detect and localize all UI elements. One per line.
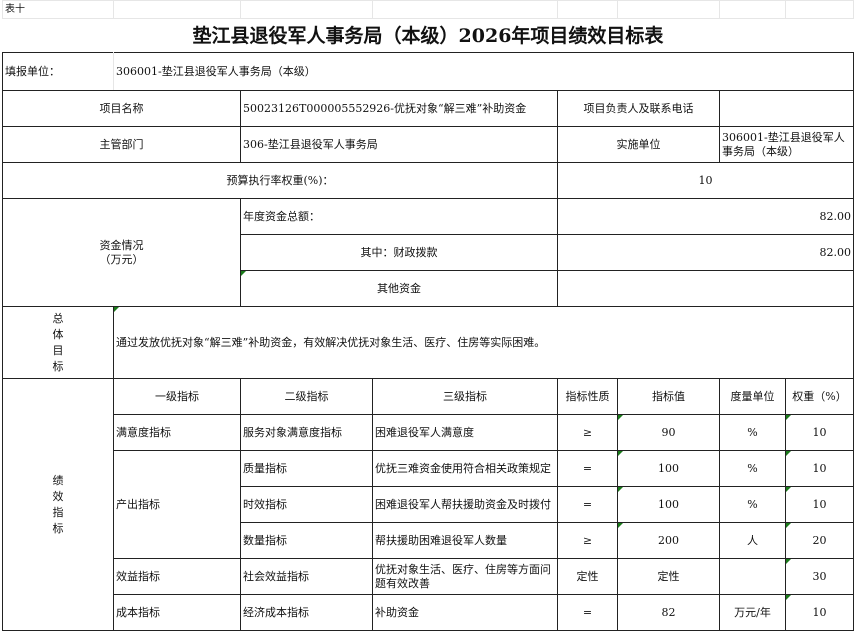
weight-cell: 30 (785, 558, 854, 595)
value-cell: 82 (617, 594, 720, 631)
table-row: 产出指标 质量指标 优抚三难资金使用符合相关政策规定 = 100 % 10 (3, 450, 854, 559)
funds-other-label: 其他资金 (240, 270, 558, 307)
header-level1: 一级指标 (113, 378, 241, 415)
nature-cell: = (557, 486, 618, 523)
unit-cell: 人 (719, 522, 786, 559)
level1-cell: 效益指标 (113, 558, 241, 595)
level2-cell: 社会效益指标 (240, 558, 373, 595)
value-cell: 100 (617, 450, 720, 487)
funds-total-value: 82.00 (557, 198, 854, 235)
nature-cell: = (557, 594, 618, 631)
table-row: 效益指标 社会效益指标 优抚对象生活、医疗、住房等方面问题有效改善 定性 定性 … (3, 558, 854, 595)
level2-cell: 服务对象满意度指标 (240, 414, 373, 451)
funds-total-label: 年度资金总额： (240, 198, 558, 235)
table-row: 满意度指标 服务对象满意度指标 困难退役军人满意度 ≥ 90 % 10 (3, 414, 854, 451)
level2-cell: 经济成本指标 (240, 594, 373, 631)
header-level2: 二级指标 (240, 378, 373, 415)
sheet-label: 表十 (2, 0, 114, 19)
implementer-value: 306001-垫江县退役军人事务局（本级） (719, 126, 854, 163)
unit-cell: % (719, 486, 786, 523)
implementer-label: 实施单位 (557, 126, 720, 163)
project-name-value: 50023126T000005552926-优抚对象“解三难”补助资金 (240, 90, 558, 127)
level2-cell: 质量指标 (240, 450, 373, 487)
weight-cell: 10 (785, 450, 854, 487)
budget-weight-value: 10 (557, 162, 854, 199)
level1-cell: 成本指标 (113, 594, 241, 631)
table-row: 成本指标 经济成本指标 补助资金 = 82 万元/年 10 (3, 594, 854, 631)
objective-text: 通过发放优抚对象“解三难”补助资金，有效解决优抚对象生活、医疗、住房等实际困难。 (113, 306, 854, 379)
level2-cell: 时效指标 (240, 486, 373, 523)
nature-cell: ≥ (557, 522, 618, 559)
value-cell: 定性 (617, 558, 720, 595)
weight-cell: 10 (785, 414, 854, 451)
project-name-label: 项目名称 (2, 90, 241, 127)
nature-cell: ≥ (557, 414, 618, 451)
header-nature: 指标性质 (557, 378, 618, 415)
level2-cell: 数量指标 (240, 522, 373, 559)
nature-cell: = (557, 450, 618, 487)
project-contact-label: 项目负责人及联系电话 (557, 90, 720, 127)
value-cell: 100 (617, 486, 720, 523)
funds-fiscal-value: 82.00 (557, 234, 854, 271)
level3-cell: 帮扶援助困难退役军人数量 (372, 522, 558, 559)
unit-cell (719, 558, 786, 595)
level1-cell: 满意度指标 (113, 414, 241, 451)
funds-fiscal-label: 其中：财政拨款 (240, 234, 558, 271)
value-cell: 200 (617, 522, 720, 559)
level3-cell: 优抚对象生活、医疗、住房等方面问题有效改善 (372, 558, 558, 595)
header-level3: 三级指标 (372, 378, 558, 415)
objective-label: 总 体 目 标 (2, 306, 114, 379)
header-unit: 度量单位 (719, 378, 786, 415)
level3-cell: 补助资金 (372, 594, 558, 631)
level3-cell: 优抚三难资金使用符合相关政策规定 (372, 450, 558, 487)
weight-cell: 10 (785, 486, 854, 523)
weight-cell: 20 (785, 522, 854, 559)
header-value: 指标值 (617, 378, 720, 415)
unit-cell: 万元/年 (719, 594, 786, 631)
funds-label: 资金情况 （万元） (2, 198, 241, 307)
reporting-unit-label: 填报单位： (2, 52, 114, 91)
reporting-unit-value: 306001-垫江县退役军人事务局（本级） (113, 52, 854, 91)
page-title: 垫江县退役军人事务局（本级）2026年项目绩效目标表 (192, 24, 664, 47)
level3-cell: 困难退役军人满意度 (372, 414, 558, 451)
header-weight: 权重（%） (785, 378, 854, 415)
unit-cell: % (719, 450, 786, 487)
indicators-label: 绩 效 指 标 (2, 378, 114, 631)
department-label: 主管部门 (2, 126, 241, 163)
unit-cell: % (719, 414, 786, 451)
department-value: 306-垫江县退役军人事务局 (240, 126, 558, 163)
nature-cell: 定性 (557, 558, 618, 595)
funds-other-value (557, 270, 854, 307)
table-row: 时效指标 困难退役军人帮扶援助资金及时拨付 = 100 % 10 (3, 486, 854, 523)
level3-cell: 困难退役军人帮扶援助资金及时拨付 (372, 486, 558, 523)
project-contact-value (719, 90, 854, 127)
budget-weight-label: 预算执行率权重(%)： (2, 162, 558, 199)
value-cell: 90 (617, 414, 720, 451)
level1-cell: 产出指标 (113, 450, 241, 559)
weight-cell: 10 (785, 594, 854, 631)
